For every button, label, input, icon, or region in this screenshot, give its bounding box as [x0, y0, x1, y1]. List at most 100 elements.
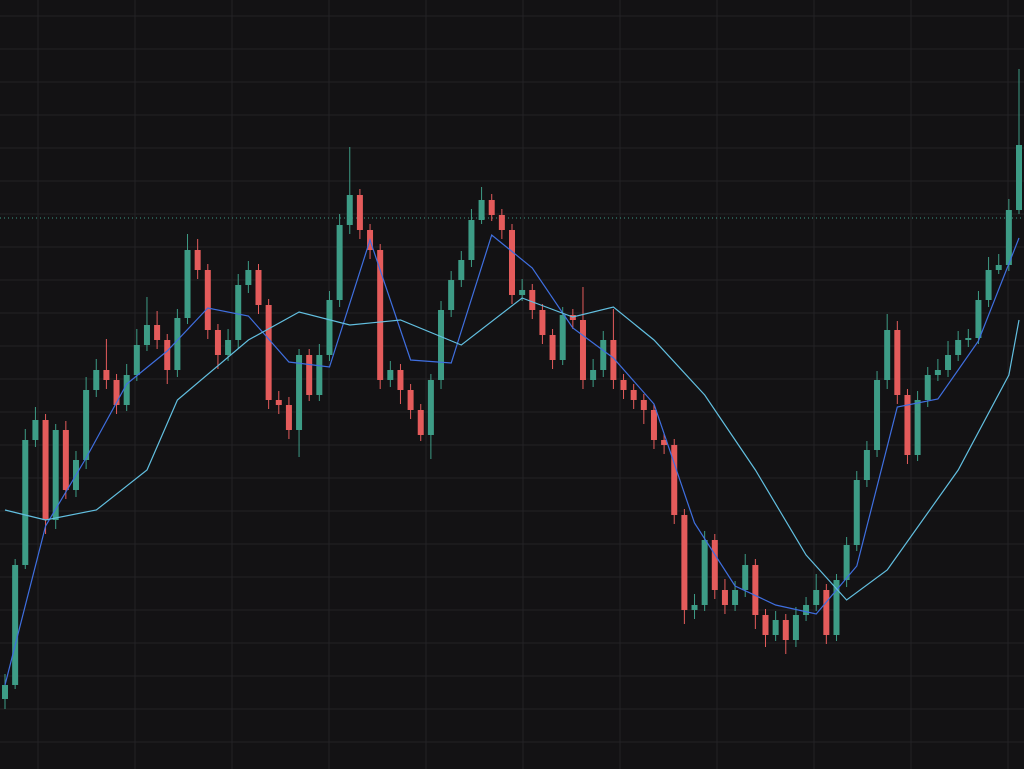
- candle-body: [52, 430, 59, 520]
- candle-body: [336, 225, 343, 300]
- candle-body: [559, 315, 566, 360]
- candle-body: [458, 260, 465, 280]
- candle-body: [640, 400, 647, 410]
- candle-body: [782, 620, 789, 640]
- candle-body: [478, 200, 485, 220]
- candle-body: [387, 370, 394, 380]
- candle-body: [154, 325, 161, 340]
- candle-body: [22, 440, 29, 565]
- candle-body: [914, 400, 921, 455]
- candle-body: [2, 685, 8, 699]
- candle-body: [610, 340, 617, 380]
- candle-body: [285, 405, 292, 430]
- candle-body: [772, 620, 779, 635]
- candle-body: [813, 590, 820, 605]
- candle-body: [32, 420, 39, 440]
- candle-body: [711, 540, 718, 590]
- candle-body: [509, 230, 515, 295]
- candle-body: [1016, 145, 1022, 210]
- moving-average-line: [4, 297, 1020, 601]
- candle-body: [843, 545, 850, 580]
- candle-body: [792, 615, 799, 640]
- candle-body: [448, 280, 455, 310]
- candle-body: [164, 340, 171, 370]
- candle-body: [630, 390, 637, 400]
- candle-body: [488, 200, 495, 215]
- candle-body: [42, 420, 49, 520]
- candle-body: [113, 380, 120, 405]
- candle-body: [650, 410, 657, 440]
- candle-body: [995, 265, 1002, 270]
- candle-body: [417, 410, 424, 435]
- candle-body: [296, 355, 303, 430]
- candle-body: [590, 370, 597, 380]
- candle-body: [863, 450, 870, 480]
- candle-body: [661, 440, 668, 445]
- candle-body: [245, 270, 252, 285]
- candle-body: [326, 300, 333, 355]
- candle-body: [985, 270, 992, 300]
- candle-body: [103, 370, 110, 380]
- candle-body: [225, 340, 232, 355]
- candle-body: [904, 395, 911, 455]
- candle-body: [397, 370, 404, 390]
- candle-body: [600, 340, 607, 370]
- candle-body: [255, 270, 262, 305]
- candle-body: [691, 605, 698, 610]
- candle-body: [579, 320, 586, 380]
- candle-body: [427, 380, 434, 435]
- candle-body: [975, 300, 982, 338]
- candle-body: [123, 375, 130, 405]
- candle-body: [306, 355, 313, 395]
- candle-body: [143, 325, 150, 345]
- candle-body: [62, 430, 69, 490]
- candle-body: [884, 330, 891, 380]
- candle-body: [823, 590, 830, 635]
- candle-body: [12, 565, 19, 685]
- candle-body: [377, 250, 384, 380]
- candle-body: [498, 215, 505, 230]
- candle-body: [894, 330, 901, 395]
- candle-body: [721, 590, 728, 605]
- candle-body: [549, 335, 556, 360]
- candle-body: [732, 590, 739, 605]
- candle-body: [174, 318, 181, 370]
- candle-body: [93, 370, 100, 390]
- candle-body: [184, 250, 191, 318]
- candle-body: [316, 355, 323, 395]
- candle-body: [934, 370, 941, 375]
- candle-body: [742, 565, 749, 590]
- candle-body: [762, 615, 769, 635]
- candle-body: [671, 445, 678, 515]
- candle-body: [438, 310, 445, 380]
- candle-body: [539, 310, 546, 335]
- candle-body: [83, 390, 90, 460]
- candle-body: [955, 340, 962, 355]
- candle-body: [133, 345, 140, 375]
- candle-body: [924, 375, 931, 400]
- moving-average-line: [4, 233, 1020, 686]
- candle-body: [519, 290, 526, 295]
- candle-body: [194, 250, 201, 270]
- candle-body: [346, 195, 353, 225]
- candle-body: [833, 580, 840, 635]
- candle-body: [356, 195, 363, 230]
- candle-body: [853, 480, 860, 545]
- candle-body: [214, 330, 221, 355]
- candle-body: [1005, 210, 1012, 265]
- candle-body: [965, 338, 972, 340]
- candle-body: [235, 285, 242, 340]
- candle-body: [945, 355, 952, 370]
- candle-body: [265, 305, 272, 400]
- candle-body: [874, 380, 881, 450]
- candle-body: [701, 540, 708, 605]
- candle-body: [529, 290, 536, 310]
- candle-body: [275, 400, 282, 405]
- candle-body: [620, 380, 627, 390]
- candle-body: [752, 565, 759, 615]
- candle-body: [204, 270, 211, 330]
- candle-body: [468, 220, 475, 260]
